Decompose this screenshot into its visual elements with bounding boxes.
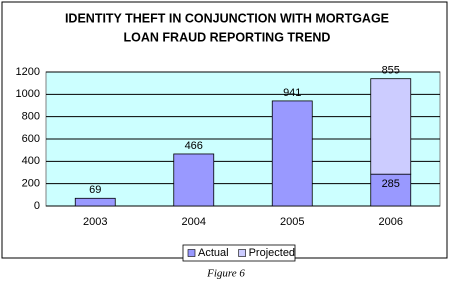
y-tick-label: 0 [34, 200, 40, 212]
y-tick-label: 1000 [16, 88, 40, 100]
bar [74, 197, 116, 207]
legend-swatch [238, 249, 246, 257]
bar [370, 78, 412, 175]
x-tick-label: 2006 [379, 216, 403, 228]
legend-label: Actual [198, 247, 229, 259]
bar [370, 173, 412, 207]
x-tick-label: 2004 [182, 216, 206, 228]
y-tick-label: 1200 [16, 66, 40, 78]
chart-title: IDENTITY THEFT IN CONJUNCTION WITH MORTG… [65, 11, 389, 25]
y-tick-label: 600 [22, 133, 40, 145]
x-tick-label: 2005 [280, 216, 304, 228]
data-label: 466 [185, 140, 203, 152]
chart-title: LOAN FRAUD REPORTING TREND [124, 30, 331, 44]
bar [271, 100, 313, 207]
y-tick-label: 400 [22, 155, 40, 167]
y-tick-label: 800 [22, 111, 40, 123]
y-tick-label: 200 [22, 178, 40, 190]
legend-label: Projected [249, 247, 295, 259]
data-label: 69 [89, 184, 101, 196]
data-label: 855 [382, 65, 400, 77]
legend-swatch [187, 249, 196, 257]
data-label: 285 [382, 178, 400, 190]
caption: Figure 6 [206, 268, 245, 280]
x-tick-label: 2003 [83, 216, 107, 228]
data-label: 941 [283, 87, 301, 99]
bar [173, 153, 215, 207]
